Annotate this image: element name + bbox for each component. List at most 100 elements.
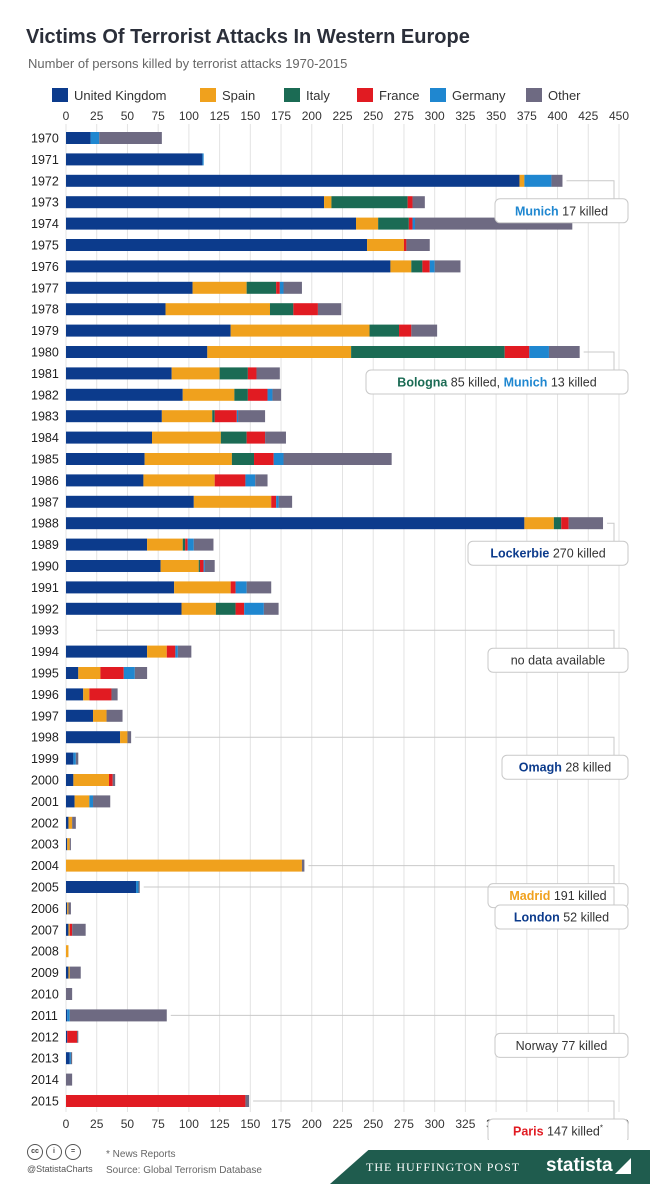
bar-segment — [356, 217, 379, 230]
social-handle: @StatistaCharts — [27, 1164, 93, 1174]
annotation-label: Omagh 28 killed — [519, 761, 611, 775]
bar-segment — [66, 495, 194, 508]
legend: United Kingdom Spain Italy France Germany Oth… — [52, 86, 652, 104]
bar-segment — [193, 538, 214, 551]
bar-segment — [568, 517, 604, 530]
y-tick-label: 2014 — [31, 1073, 59, 1087]
legend-swatch — [526, 88, 542, 102]
bar-segment — [367, 239, 404, 251]
y-tick-label: 2006 — [31, 902, 59, 916]
bar-segment — [66, 645, 148, 658]
annotation-text: 28 killed — [565, 761, 611, 775]
x-tick-label-top: 450 — [609, 109, 629, 123]
bar-segment — [182, 388, 235, 401]
y-tick-label: 1973 — [31, 196, 59, 210]
bar-segment — [66, 838, 68, 851]
publisher-logo[interactable]: THE HUFFINGTON POST — [366, 1160, 521, 1174]
bar-segment — [231, 453, 255, 465]
bar-segment — [69, 1009, 167, 1022]
bar-segment — [66, 260, 391, 273]
bar-segment — [68, 923, 70, 936]
bar-segment — [66, 239, 368, 251]
cc-license-icon: = — [65, 1144, 81, 1160]
bar-segment — [276, 281, 280, 294]
y-tick-label: 1972 — [31, 174, 59, 188]
legend-label: Germany — [452, 87, 506, 103]
y-tick-label: 1976 — [31, 260, 59, 274]
annotation-connector — [566, 180, 615, 199]
bar-segment — [66, 902, 68, 915]
annotation-connector — [607, 522, 615, 542]
x-tick-label-top: 275 — [394, 109, 414, 123]
y-tick-label: 1996 — [31, 688, 59, 702]
bar-segment — [66, 1073, 73, 1086]
bar-segment — [74, 795, 90, 808]
bar-segment — [272, 388, 282, 401]
x-tick-label-bottom: 100 — [179, 1117, 199, 1131]
bar-segment — [66, 731, 121, 744]
footer: cc i = @StatistaCharts * News Reports Sour… — [0, 1140, 667, 1200]
bar-segment — [192, 281, 247, 294]
x-tick-label-top: 425 — [578, 109, 598, 123]
y-tick-label: 1991 — [31, 581, 59, 595]
y-tick-label: 2013 — [31, 1052, 59, 1066]
stacked-bar-chart: 0 0 25 25 50 50 75 75 100 100 125 125 150 150 175 175 20… — [31, 109, 629, 1140]
y-tick-label: 2003 — [31, 838, 59, 852]
bar-segment — [411, 260, 423, 273]
bar-segment — [69, 923, 73, 936]
y-tick-label: 2004 — [31, 859, 59, 873]
bar-segment — [66, 324, 231, 337]
bar-segment — [66, 1009, 68, 1022]
bar-segment — [278, 495, 293, 508]
legend-swatch — [284, 88, 300, 102]
annotation-box — [365, 369, 629, 395]
bar-segment — [66, 196, 325, 209]
annotation-connector — [308, 865, 615, 884]
bar-segment — [271, 495, 277, 508]
bar-segment — [220, 431, 247, 444]
bar-segment — [93, 709, 107, 722]
annotation-text: Madrid — [509, 889, 553, 903]
bar-segment — [181, 602, 216, 615]
statista-logo[interactable]: statista — [546, 1155, 613, 1176]
x-tick-label-top: 325 — [455, 109, 475, 123]
y-tick-label: 1983 — [31, 410, 59, 424]
legend-item: Italy — [284, 86, 330, 104]
bar-segment — [68, 816, 73, 829]
x-tick-label-bottom: 175 — [271, 1117, 291, 1131]
y-tick-label: 2000 — [31, 774, 59, 788]
annotation-label: Madrid 191 killed — [509, 889, 606, 903]
bar-segment — [174, 581, 231, 594]
bar-segment — [265, 431, 286, 444]
bar-segment — [238, 410, 266, 423]
x-tick-label-top: 150 — [240, 109, 260, 123]
annotation-label: London 52 killed — [514, 911, 609, 925]
bar-segment — [66, 431, 153, 444]
annotation-text: 52 killed — [563, 911, 609, 925]
bar-segment — [66, 153, 203, 166]
annotation-label: no data available — [511, 654, 606, 668]
annotation-box — [487, 1118, 629, 1140]
bar-segment — [83, 688, 90, 701]
bar-segment — [245, 1095, 250, 1107]
bar-segment — [254, 453, 274, 465]
x-tick-label-top: 400 — [548, 109, 568, 123]
bar-segment — [548, 346, 580, 358]
bar-segment — [73, 752, 76, 765]
annotation-box — [487, 647, 629, 673]
x-tick-label-bottom: 25 — [90, 1117, 104, 1131]
bar-segment — [66, 217, 357, 230]
annotation-connector — [583, 351, 615, 370]
bar-segment — [203, 560, 205, 572]
bar-segment — [283, 453, 392, 465]
x-tick-label-top: 225 — [332, 109, 352, 123]
bar-segment — [202, 153, 204, 166]
bar-segment — [143, 474, 215, 487]
bar-segment — [69, 1052, 71, 1065]
bar-segment — [235, 581, 247, 594]
bar-segment — [317, 303, 342, 316]
legend-swatch — [430, 88, 446, 102]
bar-segment — [215, 602, 236, 615]
bar-segment — [351, 346, 505, 358]
bar-segment — [66, 453, 145, 465]
